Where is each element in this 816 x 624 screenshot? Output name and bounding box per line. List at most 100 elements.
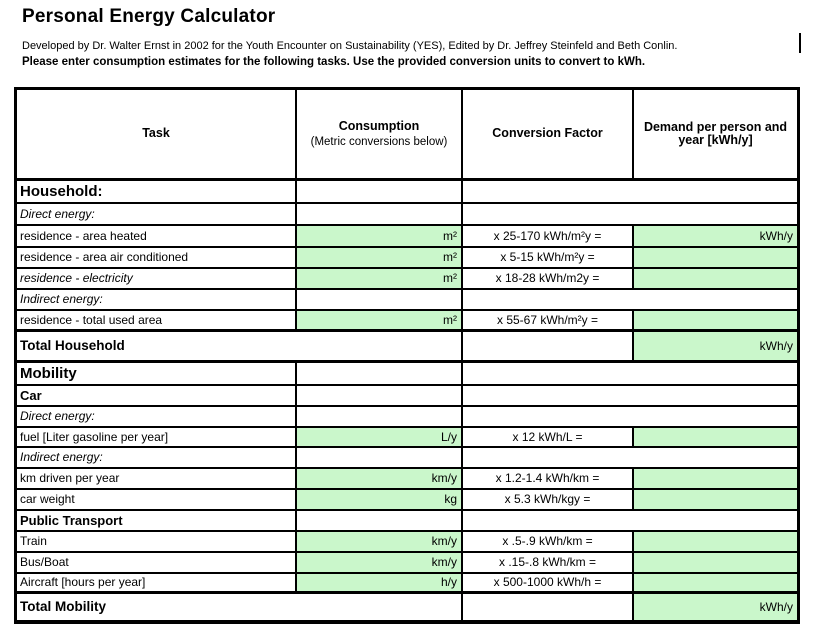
consumption-cell [297, 511, 463, 530]
header-task: Task [17, 90, 297, 178]
demand-cell[interactable] [634, 269, 797, 288]
row-electricity: residence - electricity m² x 18-28 kWh/m… [17, 269, 797, 290]
task-label: Train [17, 532, 297, 551]
merged-cell [463, 290, 797, 309]
row-indirect-energy-car: Indirect energy: [17, 448, 797, 469]
task-label: Bus/Boat [17, 553, 297, 572]
row-household-section: Household: [17, 181, 797, 204]
merged-cell [463, 181, 797, 202]
conversion-factor-cell: x .5-.9 kWh/km = [463, 532, 634, 551]
demand-cell[interactable]: kWh/y [634, 332, 797, 360]
task-label: Car [17, 386, 297, 405]
merged-cell [463, 511, 797, 530]
merged-cell [463, 363, 797, 384]
task-label: Total Household [17, 332, 463, 360]
consumption-input-cell[interactable]: km/y [297, 532, 463, 551]
row-total-household: Total Household kWh/y [17, 332, 797, 363]
header-consumption-note: (Metric conversions below) [310, 135, 448, 148]
consumption-cell [297, 290, 463, 309]
row-aircraft: Aircraft [hours per year] h/y x 500-1000… [17, 574, 797, 594]
task-label: residence - total used area [17, 311, 297, 329]
conversion-factor-cell: x 5-15 kWh/m²y = [463, 248, 634, 267]
task-label: car weight [17, 490, 297, 509]
consumption-cell [297, 386, 463, 405]
task-label: Mobility [17, 363, 297, 384]
row-total-mobility: Total Mobility kWh/y [17, 594, 797, 621]
consumption-input-cell[interactable]: m² [297, 311, 463, 329]
merged-cell [463, 386, 797, 405]
header-demand: Demand per person and year [kWh/y] [643, 119, 788, 147]
conversion-factor-cell [463, 332, 634, 360]
merged-cell [463, 448, 797, 467]
task-label: Indirect energy: [17, 448, 297, 467]
row-km-driven: km driven per year km/y x 1.2-1.4 kWh/km… [17, 469, 797, 490]
row-public-transport-group: Public Transport [17, 511, 797, 532]
consumption-input-cell[interactable]: km/y [297, 553, 463, 572]
row-fuel: fuel [Liter gasoline per year] L/y x 12 … [17, 428, 797, 448]
energy-table: Task Consumption (Metric conversions bel… [14, 87, 800, 624]
task-label: Aircraft [hours per year] [17, 574, 297, 591]
task-label: Public Transport [17, 511, 297, 530]
row-bus-boat: Bus/Boat km/y x .15-.8 kWh/km = [17, 553, 797, 574]
conversion-factor-cell [463, 594, 634, 620]
header-conversion-factor: Conversion Factor [463, 90, 634, 178]
consumption-cell [297, 448, 463, 467]
demand-cell[interactable] [634, 469, 797, 488]
demand-cell[interactable] [634, 553, 797, 572]
page-title: Personal Energy Calculator [22, 6, 276, 27]
task-label: residence - area heated [17, 226, 297, 246]
row-total-used-area: residence - total used area m² x 55-67 k… [17, 311, 797, 332]
consumption-input-cell[interactable]: L/y [297, 428, 463, 446]
consumption-input-cell[interactable]: m² [297, 269, 463, 288]
task-label: Total Mobility [17, 594, 463, 620]
conversion-factor-cell: x .15-.8 kWh/km = [463, 553, 634, 572]
conversion-factor-cell: x 18-28 kWh/m2y = [463, 269, 634, 288]
row-car-group: Car [17, 386, 797, 407]
conversion-factor-cell: x 25-170 kWh/m²y = [463, 226, 634, 246]
demand-cell[interactable] [634, 574, 797, 591]
conversion-factor-cell: x 12 kWh/L = [463, 428, 634, 446]
demand-cell[interactable] [634, 428, 797, 446]
task-label: km driven per year [17, 469, 297, 488]
header-consumption: Consumption (Metric conversions below) [297, 90, 463, 178]
consumption-input-cell[interactable]: m² [297, 248, 463, 267]
task-label: Direct energy: [17, 407, 297, 426]
consumption-cell [297, 407, 463, 426]
consumption-input-cell[interactable]: km/y [297, 469, 463, 488]
demand-cell[interactable] [634, 311, 797, 329]
consumption-input-cell[interactable]: m² [297, 226, 463, 246]
demand-cell[interactable] [634, 248, 797, 267]
demand-cell[interactable]: kWh/y [634, 226, 797, 246]
demand-cell[interactable] [634, 532, 797, 551]
page-subtitle: Developed by Dr. Walter Ernst in 2002 fo… [22, 40, 678, 52]
row-direct-energy-household: Direct energy: [17, 204, 797, 226]
task-label: Household: [17, 181, 297, 202]
task-label: residence - electricity [17, 269, 297, 288]
consumption-cell [297, 204, 463, 224]
conversion-factor-cell: x 500-1000 kWh/h = [463, 574, 634, 591]
row-area-heated: residence - area heated m² x 25-170 kWh/… [17, 226, 797, 248]
consumption-cell [297, 363, 463, 384]
demand-cell[interactable] [634, 490, 797, 509]
conversion-factor-cell: x 1.2-1.4 kWh/km = [463, 469, 634, 488]
task-label: Direct energy: [17, 204, 297, 224]
table-header-row: Task Consumption (Metric conversions bel… [17, 90, 797, 181]
demand-cell[interactable]: kWh/y [634, 594, 797, 620]
page-instruction: Please enter consumption estimates for t… [22, 56, 646, 68]
consumption-cell [297, 181, 463, 202]
merged-cell [463, 407, 797, 426]
task-label: Indirect energy: [17, 290, 297, 309]
conversion-factor-cell: x 55-67 kWh/m²y = [463, 311, 634, 329]
text-cursor [799, 33, 801, 53]
header-consumption-title: Consumption [338, 119, 420, 134]
row-train: Train km/y x .5-.9 kWh/km = [17, 532, 797, 553]
consumption-input-cell[interactable]: kg [297, 490, 463, 509]
row-indirect-energy-household: Indirect energy: [17, 290, 797, 311]
row-mobility-section: Mobility [17, 363, 797, 386]
row-area-air-conditioned: residence - area air conditioned m² x 5-… [17, 248, 797, 269]
consumption-input-cell[interactable]: h/y [297, 574, 463, 591]
task-label: residence - area air conditioned [17, 248, 297, 267]
row-car-weight: car weight kg x 5.3 kWh/kgy = [17, 490, 797, 511]
task-label: fuel [Liter gasoline per year] [17, 428, 297, 446]
